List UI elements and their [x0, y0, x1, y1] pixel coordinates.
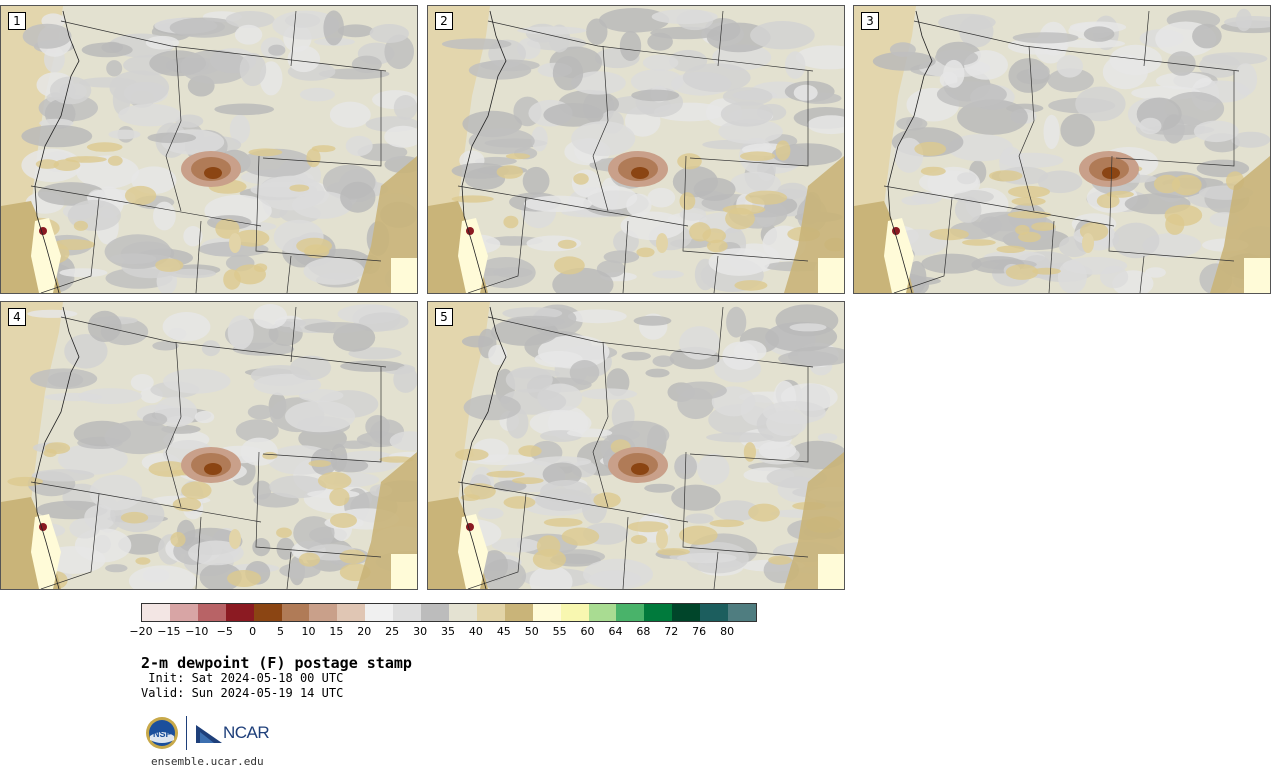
colorbar: [141, 603, 757, 622]
panel-5: 5: [427, 301, 845, 590]
colorbar-tick-label: −5: [216, 625, 233, 638]
colorbar-swatch: [588, 604, 617, 621]
colorbar-swatch: [448, 604, 477, 621]
panel-label: 5: [435, 308, 453, 326]
panel-label: 4: [8, 308, 26, 326]
panel-label: 3: [861, 12, 879, 30]
panel-2: 2: [427, 5, 845, 294]
colorbar-swatch: [644, 604, 673, 621]
colorbar-swatch: [393, 604, 422, 621]
colorbar-tick-label: 25: [385, 625, 400, 638]
panel-label: 2: [435, 12, 453, 30]
ncar-mark-icon: [196, 725, 222, 743]
colorbar-swatch: [337, 604, 366, 621]
dewpoint-map-3: [854, 6, 1270, 293]
colorbar-tick-label: 60: [580, 625, 595, 638]
colorbar-tick-label: 45: [496, 625, 511, 638]
valid-time: Valid: Sun 2024-05-19 14 UTC: [141, 686, 344, 700]
colorbar-tick-label: 50: [524, 625, 539, 638]
colorbar-swatch: [309, 604, 338, 621]
colorbar-swatch: [700, 604, 729, 621]
colorbar-swatch: [476, 604, 505, 621]
plot-title: 2-m dewpoint (F) postage stamp: [141, 654, 412, 672]
panel-4: 4: [0, 301, 418, 590]
colorbar-tick-label: 20: [357, 625, 372, 638]
colorbar-tick-label: 76: [692, 625, 707, 638]
panel-label: 1: [8, 12, 26, 30]
colorbar-tick-label: 55: [552, 625, 567, 638]
colorbar-tick-label: −15: [157, 625, 181, 638]
ncar-logo: NCAR: [196, 723, 270, 743]
colorbar-swatch: [281, 604, 310, 621]
colorbar-tick-label: −10: [185, 625, 209, 638]
dewpoint-map-2: [428, 6, 844, 293]
colorbar-swatch: [672, 604, 701, 621]
colorbar-swatch: [365, 604, 394, 621]
colorbar-tick-label: −20: [129, 625, 153, 638]
nsf-logo-icon: NSF: [146, 717, 178, 749]
colorbar-tick-labels: −20 −15 −10 −5 0 5 10 15 20 25 30 35 40 45 50 55 60 64 68 7…: [129, 625, 757, 639]
colorbar-tick-label: 35: [441, 625, 455, 638]
panel-1: 1: [0, 5, 418, 294]
logo-bar: NSF NCAR: [145, 714, 270, 752]
colorbar-tick-label: 40: [468, 625, 483, 638]
colorbar-swatch: [532, 604, 561, 621]
colorbar-tick-label: 80: [720, 625, 735, 638]
colorbar-tick-label: 5: [277, 625, 285, 638]
colorbar-tick-label: 30: [413, 625, 428, 638]
colorbar-swatch: [253, 604, 282, 621]
colorbar-tick-label: 64: [608, 625, 623, 638]
dewpoint-map-1: [1, 6, 417, 293]
logo-divider: [186, 716, 187, 750]
colorbar-tick-label: 72: [664, 625, 679, 638]
colorbar-tick-label: 0: [249, 625, 257, 638]
colorbar-swatch: [560, 604, 589, 621]
colorbar-swatch: [421, 604, 449, 621]
colorbar-swatch: [616, 604, 645, 621]
colorbar-swatch: [728, 604, 756, 621]
colorbar-swatch: [142, 604, 170, 621]
colorbar-swatch: [197, 604, 226, 621]
dewpoint-map-5: [428, 302, 844, 589]
ncar-logo-text: NCAR: [223, 723, 270, 742]
colorbar-swatch: [504, 604, 533, 621]
website-link[interactable]: ensemble.ucar.edu: [151, 755, 264, 768]
colorbar-tick-label: 10: [301, 625, 316, 638]
panel-3: 3: [853, 5, 1271, 294]
init-time: Init: Sat 2024-05-18 00 UTC: [141, 671, 344, 685]
colorbar-tick-label: 68: [636, 625, 651, 638]
dewpoint-map-4: [1, 302, 417, 589]
nsf-logo-text: NSF: [153, 729, 172, 739]
colorbar-tick-label: 15: [329, 625, 344, 638]
colorbar-swatch: [225, 604, 254, 621]
colorbar-swatch: [169, 604, 198, 621]
